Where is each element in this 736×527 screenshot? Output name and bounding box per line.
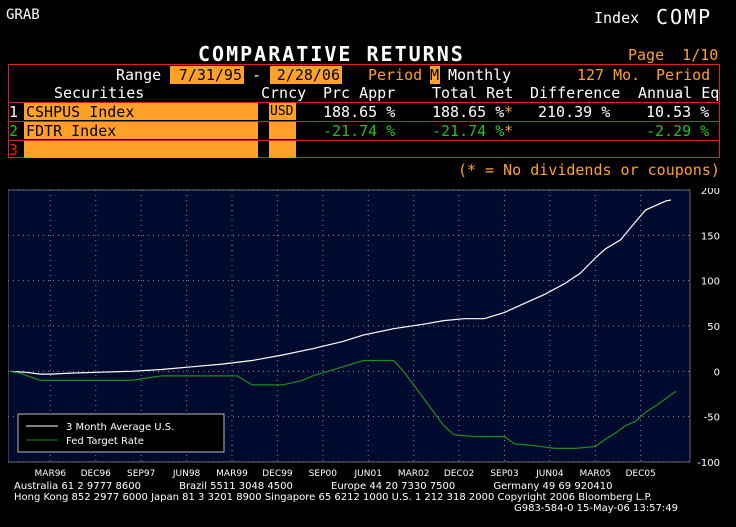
legend: 3 Month Average U.S. Fed Target Rate xyxy=(17,413,225,453)
price-appreciation: 188.65 % xyxy=(323,103,396,121)
x-tick-label: DEC02 xyxy=(444,469,474,479)
legend-box xyxy=(17,413,225,453)
series-lines xyxy=(9,199,677,449)
x-tick-label: SEP03 xyxy=(490,469,518,479)
ticker[interactable]: COMP xyxy=(656,5,713,29)
x-tick-label: JUN98 xyxy=(172,469,201,479)
divider xyxy=(8,102,720,103)
range-start-field[interactable]: 7/31/95 xyxy=(170,66,244,84)
row-number: 2 xyxy=(9,122,19,140)
annual-equivalent: 10.53 % xyxy=(646,103,710,121)
x-tick-label: DEC05 xyxy=(626,469,656,479)
currency-field[interactable] xyxy=(269,103,296,120)
total-return: 188.65 % xyxy=(432,103,505,121)
col-securities: Securities xyxy=(54,84,145,102)
security-field[interactable] xyxy=(24,122,258,139)
annual-equivalent: -2.29 % xyxy=(646,122,710,140)
range-dash: - xyxy=(252,66,262,84)
returns-table-frame xyxy=(8,64,720,158)
grid xyxy=(8,189,690,463)
x-tick-label: DEC99 xyxy=(262,469,293,479)
x-axis: MAR96 DEC96 SEP97 JUN98 MAR99 DEC99 SEP00 JUN01… xyxy=(35,469,656,479)
x-tick-label: MAR96 xyxy=(35,469,67,479)
col-difference: Difference xyxy=(530,84,621,102)
series-line-fed-target xyxy=(9,359,677,449)
x-tick-label: DEC96 xyxy=(81,469,112,479)
row-number: 3 xyxy=(9,141,19,159)
legend-entry: Fed Target Rate xyxy=(66,436,144,447)
no-dividend-star: * xyxy=(504,103,514,121)
total-return: -21.74 % xyxy=(432,122,505,140)
x-tick-label: MAR05 xyxy=(579,469,611,479)
page-title: COMPARATIVE RETURNS xyxy=(198,42,465,66)
x-tick-label: MAR99 xyxy=(216,469,248,479)
no-dividends-note: (* = No dividends or coupons) xyxy=(458,161,720,179)
y-axis: 200 150 100 50 0 -50 -100 xyxy=(697,188,720,469)
security-field[interactable] xyxy=(24,103,258,120)
legend-entry: 3 Month Average U.S. xyxy=(66,422,174,433)
col-price-appreciation: Prc Appr xyxy=(323,84,396,102)
y-tick-label: 100 xyxy=(701,277,720,288)
function-name: GRAB xyxy=(6,7,40,23)
period-code-field[interactable]: M xyxy=(430,66,440,84)
months-count: 127 Mo. xyxy=(577,66,641,84)
range-label: Range xyxy=(116,66,162,84)
currency-field[interactable] xyxy=(269,122,296,139)
x-tick-label: JUN01 xyxy=(354,469,382,479)
security-name: CSHPUS Index xyxy=(26,103,135,121)
x-tick-label: SEP97 xyxy=(127,469,155,479)
no-dividend-star: * xyxy=(504,122,514,140)
period-label-right: Period xyxy=(656,66,711,84)
y-tick-label: -50 xyxy=(704,413,720,424)
period-value: Monthly xyxy=(448,66,512,84)
y-tick-label: -100 xyxy=(697,458,720,469)
returns-chart: 200 150 100 50 0 -50 -100 MAR96 DEC96 SEP97 JUN98… xyxy=(8,188,720,479)
col-annual-eq: Annual Eq xyxy=(638,84,720,102)
col-currency: Crncy xyxy=(261,84,307,102)
y-tick-label: 0 xyxy=(714,367,720,378)
period-label: Period xyxy=(368,66,423,84)
security-field[interactable] xyxy=(24,141,258,158)
x-tick-label: SEP00 xyxy=(309,469,338,479)
footer-contacts-2: Hong Kong 852 2977 6000 Japan 81 3 3201 … xyxy=(14,492,653,503)
currency-value: USD xyxy=(270,104,294,119)
x-tick-label: JUN04 xyxy=(535,469,564,479)
x-tick-label: MAR02 xyxy=(398,469,430,479)
divider xyxy=(8,121,720,122)
footer-contacts-1: Australia 61 2 9777 8600 Brazil 5511 304… xyxy=(14,481,613,492)
y-tick-label: 50 xyxy=(707,322,720,333)
currency-field[interactable] xyxy=(269,141,296,158)
col-total-return: Total Ret xyxy=(432,84,514,102)
difference-value: 210.39 % xyxy=(538,103,611,121)
footer-timestamp: G983-584-0 15-May-06 13:57:49 xyxy=(514,503,678,514)
series-line-3m-average xyxy=(9,199,672,375)
y-tick-label: 150 xyxy=(701,231,720,242)
range-end-field[interactable]: 2/28/06 xyxy=(270,66,342,84)
index-label: Index xyxy=(594,9,640,27)
divider xyxy=(8,140,720,141)
page-indicator[interactable]: Page 1/10 xyxy=(628,46,719,64)
row-number: 1 xyxy=(9,103,19,121)
y-tick-label: 200 xyxy=(701,188,720,197)
security-name: FDTR Index xyxy=(26,122,117,140)
price-appreciation: -21.74 % xyxy=(323,122,396,140)
